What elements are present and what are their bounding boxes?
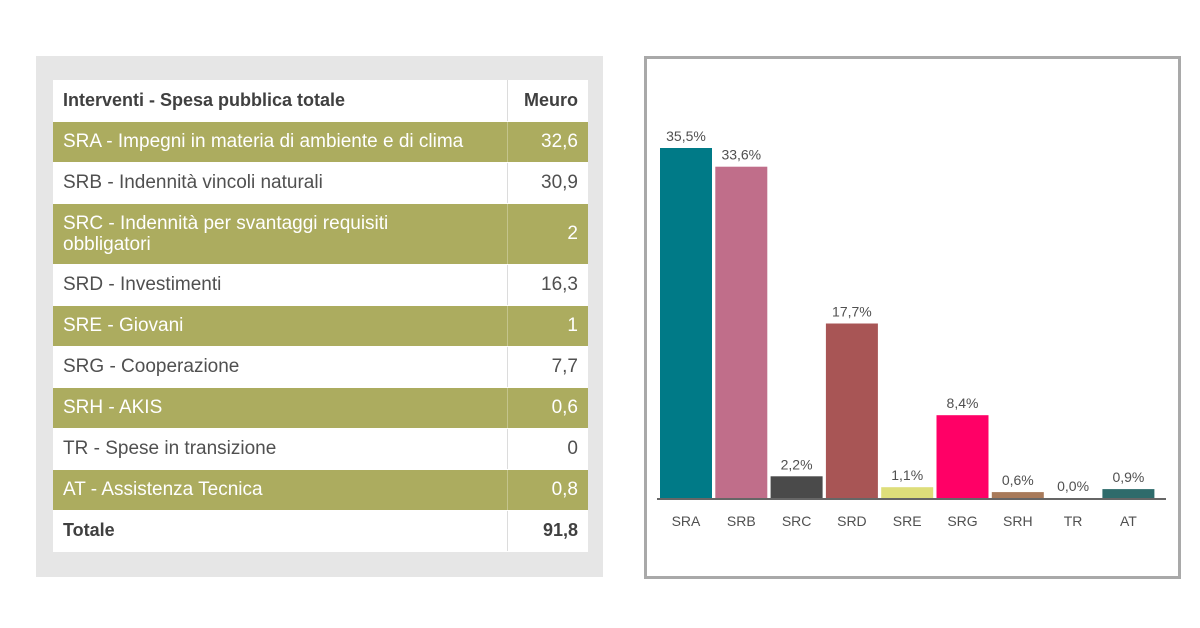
bar-at <box>1102 489 1155 498</box>
row-value: 0,8 <box>507 469 588 511</box>
row-value: 2 <box>507 203 588 265</box>
data-label-tr: 0,0% <box>1057 478 1089 494</box>
row-label: SRG - Cooperazione <box>53 346 508 388</box>
row-value: 7,7 <box>507 346 588 388</box>
tick-label-tr: TR <box>1064 513 1083 529</box>
row-label-line1: SRC - Indennità per svantaggi requisiti <box>63 212 389 234</box>
table-row: SRC - Indennità per svantaggi requisiti … <box>53 203 588 265</box>
table-header-row: Interventi - Spesa pubblica totale Meuro <box>53 80 588 122</box>
bar-srd <box>825 323 878 498</box>
row-value: 0,6 <box>507 387 588 429</box>
data-label-sra: 35,5% <box>666 128 706 144</box>
row-label: SRE - Giovani <box>53 305 508 347</box>
row-label: SRH - AKIS <box>53 387 508 429</box>
bar-sra <box>660 148 712 498</box>
table-row: AT - Assistenza Tecnica 0,8 <box>53 469 588 511</box>
bar-srg <box>936 415 989 498</box>
table-row: SRB - Indennità vincoli naturali 30,9 <box>53 162 588 204</box>
table-row: SRA - Impegni in materia di ambiente e d… <box>53 121 588 163</box>
row-label: SRB - Indennità vincoli naturali <box>53 162 508 204</box>
row-value: 16,3 <box>507 264 588 306</box>
chart-panel: 35,5% SRA 33,6% SRB 2,2% SRC 17,7% SRD 1,1% SRE 8,… <box>644 56 1181 579</box>
row-label: TR - Spese in transizione <box>53 428 508 470</box>
table-row: TR - Spese in transizione 0 <box>53 428 588 470</box>
tick-label-src: SRC <box>782 513 812 529</box>
row-value: 0 <box>507 428 588 470</box>
data-label-src: 2,2% <box>781 456 813 472</box>
total-label: Totale <box>53 510 508 552</box>
table-panel: Interventi - Spesa pubblica totale Meuro… <box>36 56 603 577</box>
tick-label-srd: SRD <box>837 513 867 529</box>
header-value: Meuro <box>507 80 588 122</box>
bar-src <box>770 476 823 498</box>
tick-label-srg: SRG <box>947 513 977 529</box>
data-label-srg: 8,4% <box>947 395 979 411</box>
data-label-srb: 33,6% <box>721 147 761 163</box>
row-label: SRD - Investimenti <box>53 264 508 306</box>
bar-srh <box>991 492 1044 498</box>
tick-label-sre: SRE <box>893 513 922 529</box>
row-value: 32,6 <box>507 121 588 163</box>
bar-chart: 35,5% SRA 33,6% SRB 2,2% SRC 17,7% SRD 1,1% SRE 8,… <box>657 128 1166 529</box>
header-label: Interventi - Spesa pubblica totale <box>53 80 508 122</box>
data-label-sre: 1,1% <box>891 467 923 483</box>
bar-sre <box>881 487 934 498</box>
bar-srb <box>715 166 768 498</box>
table-row: SRH - AKIS 0,6 <box>53 387 588 429</box>
tick-label-srh: SRH <box>1003 513 1033 529</box>
spending-table: Interventi - Spesa pubblica totale Meuro… <box>53 80 588 552</box>
row-value: 30,9 <box>507 162 588 204</box>
tick-label-srb: SRB <box>727 513 756 529</box>
tick-label-at: AT <box>1120 513 1137 529</box>
data-label-at: 0,9% <box>1112 469 1144 485</box>
row-label: SRC - Indennità per svantaggi requisiti … <box>53 203 508 265</box>
row-label: SRA - Impegni in materia di ambiente e d… <box>53 121 508 163</box>
data-label-srh: 0,6% <box>1002 472 1034 488</box>
row-value: 1 <box>507 305 588 347</box>
row-label: AT - Assistenza Tecnica <box>53 469 508 511</box>
total-value: 91,8 <box>507 510 588 552</box>
table-row: SRE - Giovani 1 <box>53 305 588 347</box>
data-label-srd: 17,7% <box>832 304 872 320</box>
tick-label-sra: SRA <box>672 513 701 529</box>
table-row: SRD - Investimenti 16,3 <box>53 264 588 306</box>
table-total-row: Totale 91,8 <box>53 510 588 552</box>
table-row: SRG - Cooperazione 7,7 <box>53 346 588 388</box>
row-label-line2: obbligatori <box>63 233 151 255</box>
